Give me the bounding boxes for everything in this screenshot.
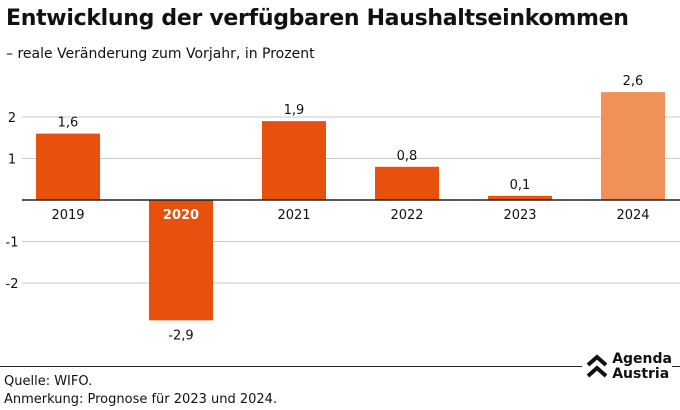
source-note: Quelle: WIFO. xyxy=(4,374,93,389)
data-labels: 1,6 -2,9 1,9 0,8 0,1 2,6 xyxy=(58,74,644,343)
data-label-2022: 0,8 xyxy=(397,149,418,164)
data-label-2024: 2,6 xyxy=(623,74,644,89)
bars xyxy=(36,92,665,321)
bar-2024 xyxy=(601,92,665,200)
gridlines xyxy=(22,116,680,284)
x-tick-label-2020: 2020 xyxy=(163,208,199,223)
bar-2019 xyxy=(36,133,100,200)
logo-text: Agenda Austria xyxy=(612,351,672,382)
x-tick-label-2019: 2019 xyxy=(51,208,84,223)
x-tick-label-2024: 2024 xyxy=(616,208,649,223)
chart-title: Entwicklung der verfügbaren Haushaltsein… xyxy=(6,6,629,31)
y-tick-label: 1 xyxy=(8,153,16,168)
agenda-austria-logo: Agenda Austria xyxy=(582,352,672,382)
x-tick-label-2023: 2023 xyxy=(503,208,536,223)
agenda-austria-logo-icon xyxy=(586,354,608,378)
x-tick-label-2022: 2022 xyxy=(390,208,423,223)
y-tick-label: 2 xyxy=(8,111,16,126)
footer-divider xyxy=(0,366,680,367)
data-label-2021: 1,9 xyxy=(284,103,305,118)
bar-chart: 21-1-2 1,6-2,91,90,80,12,6 2019 2020 2021 2… xyxy=(6,74,680,343)
bar-2020 xyxy=(149,200,213,321)
x-axis-labels: 2019 2020 2021 2022 2023 2024 xyxy=(51,208,649,223)
y-axis-ticks: 2 1 -1 -2 xyxy=(6,111,19,292)
forecast-annotation: Anmerkung: Prognose für 2023 und 2024. xyxy=(4,392,278,407)
data-label-2020: -2,9 xyxy=(168,328,193,343)
bar-2021 xyxy=(262,121,326,200)
y-tick-label: -1 xyxy=(6,236,19,251)
y-tick-label: -2 xyxy=(6,277,19,292)
data-label-2019: 1,6 xyxy=(58,116,79,131)
data-label-2023: 0,1 xyxy=(510,178,531,193)
x-tick-label-2021: 2021 xyxy=(277,208,310,223)
bar-2023 xyxy=(488,195,552,200)
chart-subtitle: – reale Veränderung zum Vorjahr, in Proz… xyxy=(6,46,315,62)
bar-2022 xyxy=(375,166,439,200)
